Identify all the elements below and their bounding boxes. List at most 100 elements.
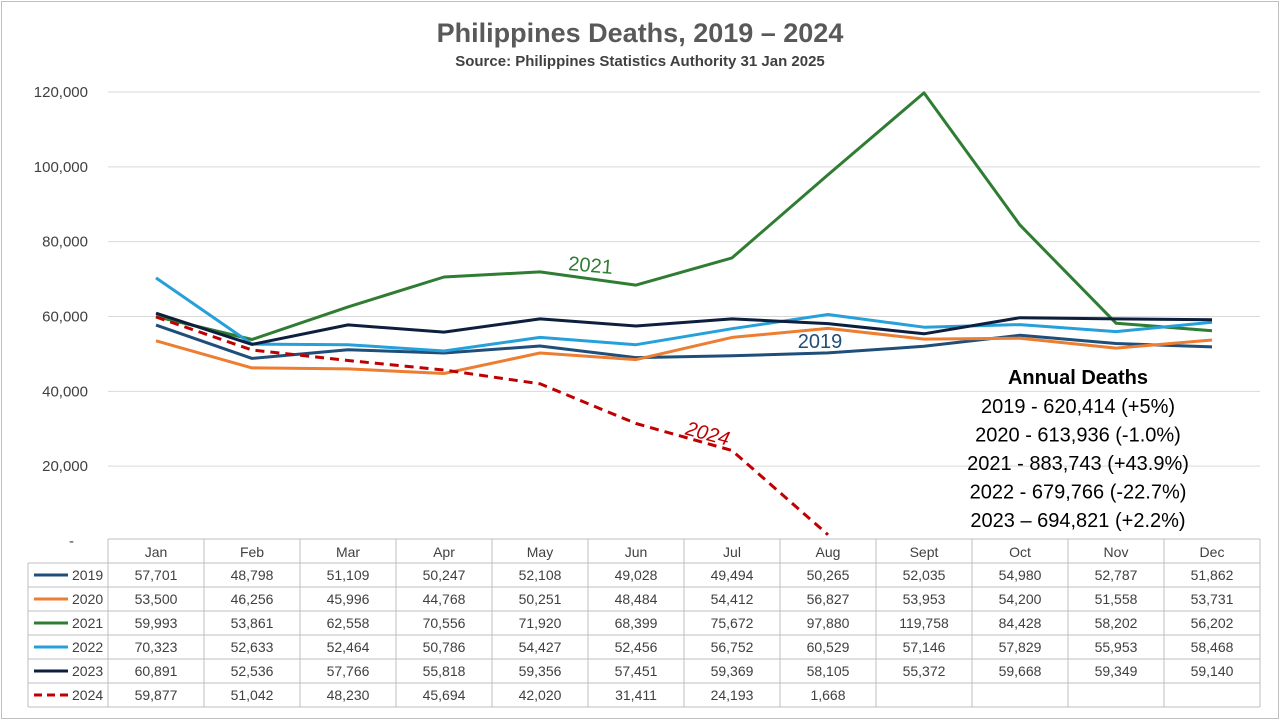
y-tick-label: 80,000	[42, 234, 88, 251]
data-cell: 50,251	[519, 591, 562, 607]
annotation-line: 2020 - 613,936 (-1.0%)	[975, 425, 1181, 447]
data-cell: 50,786	[423, 639, 466, 655]
data-cell: 57,701	[135, 567, 178, 583]
series-line-2019	[155, 323, 1213, 360]
annotation-heading: Annual Deaths	[1008, 367, 1148, 389]
data-cell: 48,230	[327, 687, 370, 703]
x-category-label: May	[527, 544, 553, 560]
data-cell: 48,798	[231, 567, 274, 583]
data-cell: 1,668	[810, 687, 845, 703]
data-table: Jan Feb Mar Apr May Jun Jul Aug Sept Oct Nov Dec 201…	[27, 538, 1261, 708]
data-cell: 52,456	[615, 639, 658, 655]
data-cell: 54,412	[711, 591, 754, 607]
y-tick-label: 60,000	[42, 309, 88, 326]
series-line-2023	[155, 311, 1213, 346]
legend-label: 2023	[72, 663, 103, 679]
annotation-line: 2021 - 883,743 (+43.9%)	[967, 453, 1189, 475]
data-cell: 59,877	[135, 687, 178, 703]
legend-label: 2024	[72, 687, 103, 703]
data-cell: 45,694	[423, 687, 466, 703]
y-tick-label: -	[69, 533, 74, 550]
data-cell: 68,399	[615, 615, 658, 631]
x-category-label: Apr	[433, 544, 455, 560]
y-tick-label: 100,000	[34, 159, 88, 176]
data-cell: 50,265	[807, 567, 850, 583]
data-cell: 54,980	[999, 567, 1042, 583]
data-cell: 58,202	[1095, 615, 1138, 631]
data-cell: 57,829	[999, 639, 1042, 655]
data-cell: 54,200	[999, 591, 1042, 607]
data-cell: 24,193	[711, 687, 754, 703]
chart-subtitle: Source: Philippines Statistics Authority…	[455, 53, 825, 70]
x-category-label: Feb	[240, 544, 264, 560]
data-cell: 51,042	[231, 687, 274, 703]
data-cell: 50,247	[423, 567, 466, 583]
data-cell: 59,369	[711, 663, 754, 679]
data-cell: 45,996	[327, 591, 370, 607]
data-cell: 57,451	[615, 663, 658, 679]
data-cell: 52,108	[519, 567, 562, 583]
table-row: 2023 60,891 52,536 57,766 55,818 59,356 57,451…	[34, 663, 1234, 679]
x-category-label: Jun	[625, 544, 648, 560]
data-cell: 51,862	[1191, 567, 1234, 583]
data-cell: 48,484	[615, 591, 658, 607]
legend-label: 2020	[72, 591, 103, 607]
data-cell: 84,428	[999, 615, 1042, 631]
table-row: 2019 57,701 48,798 51,109 50,247 52,108 49,028…	[34, 567, 1234, 583]
data-cell: 59,349	[1095, 663, 1138, 679]
data-cell: 60,529	[807, 639, 850, 655]
data-cell: 51,109	[327, 567, 370, 583]
chart-title: Philippines Deaths, 2019 – 2024	[437, 18, 844, 48]
annual-deaths-annotation: Annual Deaths 2019 - 620,414 (+5%) 2020 - …	[967, 367, 1189, 532]
x-category-label: Aug	[816, 544, 841, 560]
gridlines	[108, 91, 1260, 467]
data-cell: 55,818	[423, 663, 466, 679]
data-cell: 56,827	[807, 591, 850, 607]
data-cell: 31,411	[615, 687, 657, 703]
y-tick-label: 20,000	[42, 458, 88, 475]
data-cell: 59,356	[519, 663, 562, 679]
y-tick-label: 120,000	[34, 84, 88, 101]
data-cell: 57,146	[903, 639, 946, 655]
table-row: 2021 59,993 53,861 62,558 70,556 71,920 68,399…	[34, 615, 1234, 631]
legend-label: 2021	[72, 615, 103, 631]
data-cell: 59,993	[135, 615, 178, 631]
data-cell: 52,536	[231, 663, 274, 679]
data-cell: 59,668	[999, 663, 1042, 679]
x-category-label: Oct	[1009, 544, 1031, 560]
x-category-label: Sept	[910, 544, 939, 560]
data-cell: 119,758	[899, 615, 949, 631]
series-line-2022	[155, 276, 1213, 353]
data-cell: 62,558	[327, 615, 370, 631]
data-cell: 55,372	[903, 663, 946, 679]
data-cell: 54,427	[519, 639, 562, 655]
series-line-2024	[155, 315, 829, 536]
data-cell: 49,494	[711, 567, 754, 583]
data-cell: 52,633	[231, 639, 274, 655]
data-cell: 70,556	[423, 615, 466, 631]
series-label-2019: 2019	[798, 331, 843, 353]
annotation-line: 2023 – 694,821 (+2.2%)	[970, 510, 1185, 532]
data-cell: 49,028	[615, 567, 658, 583]
series-label-2021: 2021	[567, 253, 613, 279]
data-cell: 53,500	[135, 591, 178, 607]
data-cell: 53,953	[903, 591, 946, 607]
data-cell: 70,323	[135, 639, 178, 655]
series-line-2020	[155, 326, 1213, 375]
annotation-line: 2019 - 620,414 (+5%)	[981, 396, 1175, 418]
y-axis-ticks: - 20,000 40,000 60,000 80,000 100,000 120,000	[34, 84, 88, 550]
data-cell: 42,020	[519, 687, 562, 703]
x-category-label: Jul	[723, 544, 741, 560]
data-cell: 60,891	[135, 663, 178, 679]
y-tick-label: 40,000	[42, 383, 88, 400]
data-cell: 53,861	[231, 615, 274, 631]
series-line-2021	[155, 91, 1213, 341]
data-cell: 97,880	[807, 615, 850, 631]
legend-label: 2022	[72, 639, 103, 655]
x-category-label: Dec	[1200, 544, 1225, 560]
data-cell: 71,920	[519, 615, 562, 631]
data-cell: 58,105	[807, 663, 850, 679]
data-cell: 56,752	[711, 639, 754, 655]
